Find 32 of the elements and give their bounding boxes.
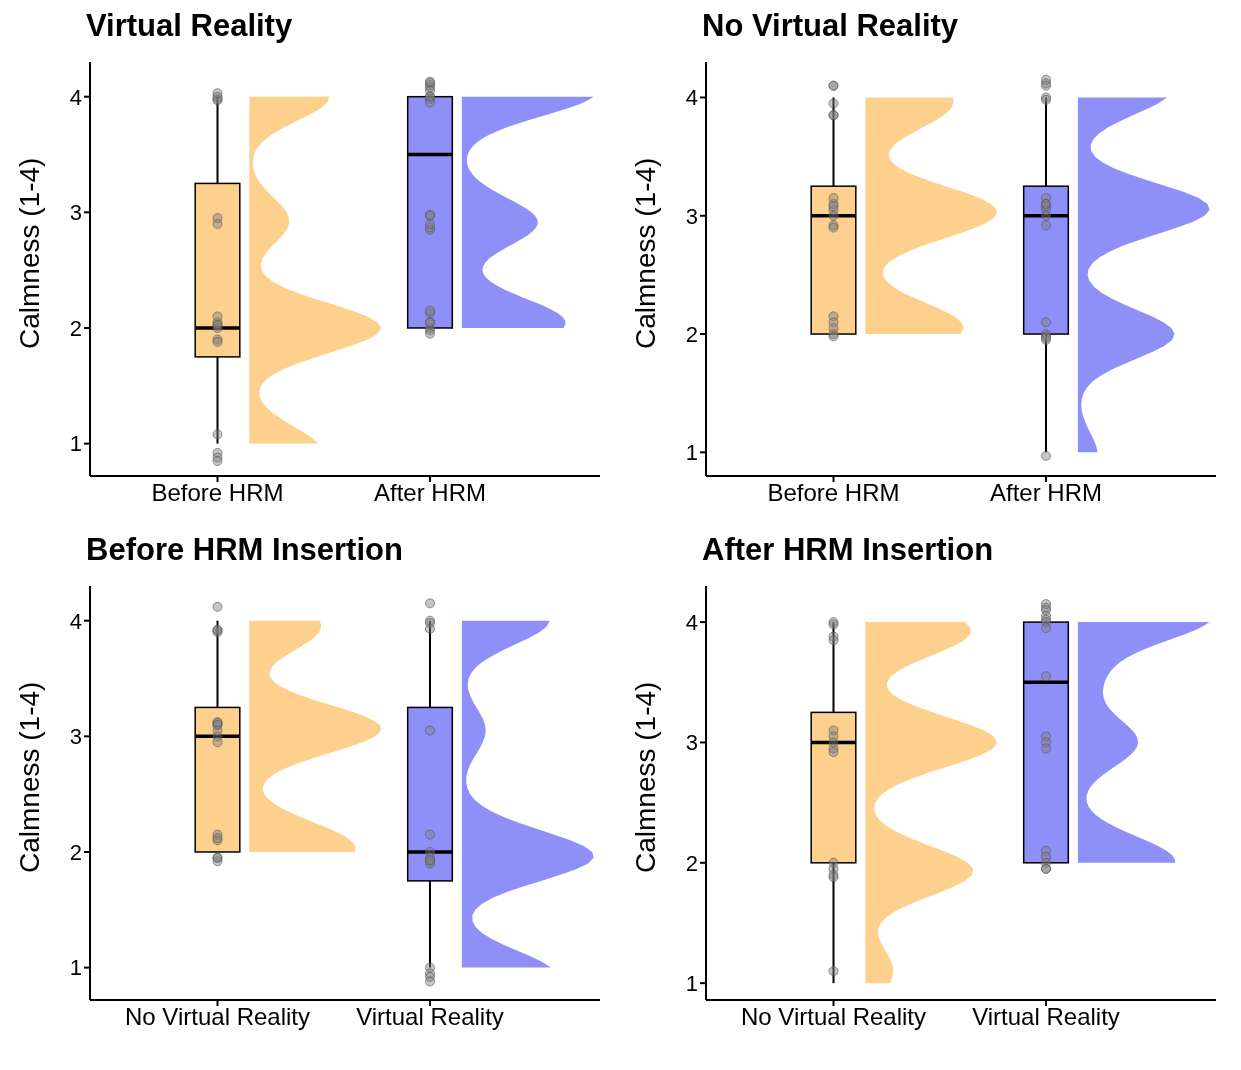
x-tick-label: Virtual Reality [356,1003,504,1031]
y-tick-label: 3 [685,730,698,756]
y-tick-label: 3 [685,203,698,229]
y-tick-label: 4 [69,608,82,634]
y-axis-title: Calmness (1-4) [13,681,45,873]
y-axis-title: Calmness (1-4) [629,157,661,349]
y-tick-label: 2 [685,321,698,347]
y-tick-label: 2 [69,315,82,341]
x-tick-label: No Virtual Reality [125,1003,310,1031]
y-tick-label: 4 [685,609,698,635]
x-tick-label: Before HRM [151,479,284,507]
y-tick-label: 1 [685,440,698,466]
y-axis-title: Calmness (1-4) [629,681,661,873]
chart-title: Before HRM Insertion [85,532,404,569]
y-tick-label: 2 [685,850,698,876]
y-tick-label: 4 [69,84,82,110]
chart-title: Virtual Reality [85,8,294,45]
x-tick-label: Virtual Reality [972,1003,1120,1031]
x-tick-label: After HRM [989,479,1103,507]
x-tick-label: After HRM [373,479,487,507]
x-tick-label: No Virtual Reality [741,1003,926,1031]
y-axis-title: Calmness (1-4) [13,157,45,349]
y-tick-label: 3 [69,724,82,750]
y-tick-label: 1 [69,431,82,457]
chart-title: After HRM Insertion [701,532,995,569]
chart-title: No Virtual Reality [701,8,960,45]
x-tick-label: Before HRM [767,479,900,507]
y-tick-label: 4 [685,85,698,111]
y-tick-label: 3 [69,200,82,226]
y-tick-label: 1 [69,955,82,981]
y-tick-label: 1 [685,970,698,996]
y-tick-label: 2 [69,839,82,865]
